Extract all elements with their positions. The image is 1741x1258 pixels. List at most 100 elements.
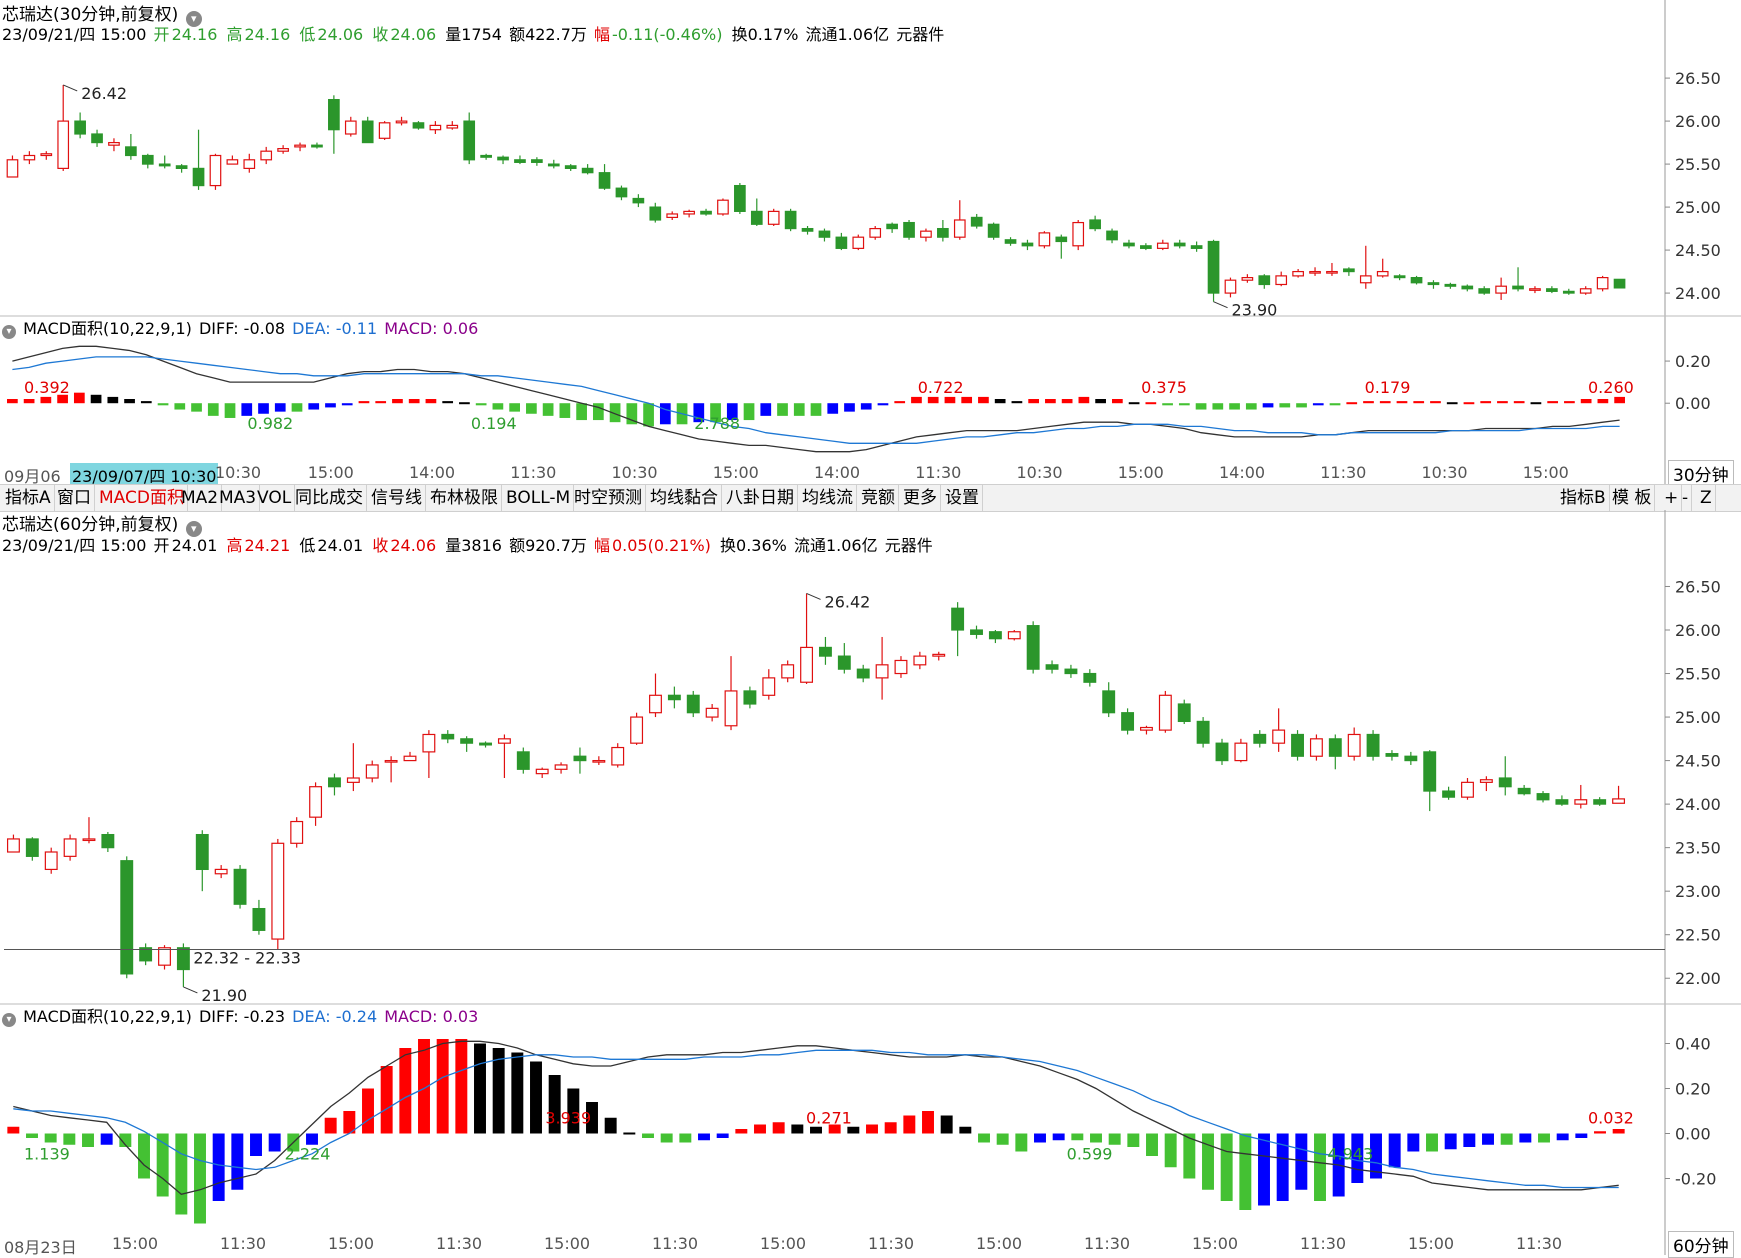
bottom-macd-value: MACD: 0.03 xyxy=(384,1007,479,1026)
bottom-candle-body xyxy=(743,690,757,705)
bottom-period-selector[interactable]: 60分钟 xyxy=(1668,1231,1734,1258)
menu-item[interactable]: BOLL-M xyxy=(503,485,575,511)
time-axis-label: 11:30 xyxy=(220,1234,267,1253)
top-low-label: 23.90 xyxy=(1232,301,1278,320)
top-candle-body xyxy=(1546,288,1558,292)
bottom-macd-bar xyxy=(138,1133,150,1179)
top-candle-body xyxy=(429,124,442,131)
top-candle-body xyxy=(869,227,882,238)
top-macd-bar xyxy=(392,399,403,404)
bottom-macd-bar xyxy=(1314,1133,1326,1201)
bottom-candle-body xyxy=(158,947,171,966)
top-candle-body xyxy=(1173,242,1186,247)
menu-item[interactable]: 设置 xyxy=(942,485,983,511)
menu-item[interactable]: 布林极限 xyxy=(427,485,502,511)
menu-item[interactable]: 更多 xyxy=(900,485,941,511)
top-macd-bar xyxy=(542,403,554,416)
bottom-candle-body xyxy=(988,631,1002,640)
top-candle-body xyxy=(920,230,932,238)
bottom-macd-tick-label: 0.20 xyxy=(1675,1080,1711,1099)
time-axis-label: 15:00 xyxy=(1117,463,1164,482)
menu-item[interactable]: 均线黏合 xyxy=(647,485,722,511)
top-dea-line xyxy=(12,356,1620,444)
time-axis-label: 11:30 xyxy=(1320,463,1367,482)
bottom-macd-toggle-icon[interactable]: ▾ xyxy=(2,1013,16,1027)
bottom-macd-bar xyxy=(1127,1133,1140,1147)
bottom-candle-body xyxy=(894,659,908,675)
menu-item[interactable]: MA2 xyxy=(178,485,223,511)
top-candle-body xyxy=(564,165,577,169)
menu-item[interactable]: 竞额 xyxy=(858,485,899,511)
bottom-macd-area-label: 1.139 xyxy=(24,1145,70,1164)
menu-item[interactable]: 时空预测 xyxy=(571,485,646,511)
top-price-tick-label: 24.00 xyxy=(1675,284,1721,303)
top-macd-bar xyxy=(592,403,604,421)
bottom-title-dropdown-icon[interactable]: ▾ xyxy=(185,521,202,537)
bottom-candle-body xyxy=(1442,790,1456,798)
top-close-label: 收 xyxy=(372,25,389,44)
top-candle-body xyxy=(344,120,357,135)
menu-item[interactable]: 同比成交 xyxy=(292,485,367,511)
bottom-macd-bar xyxy=(884,1122,897,1134)
menu-item[interactable]: VOL xyxy=(254,485,296,511)
menu-right-item[interactable]: 模 板 xyxy=(1609,485,1656,511)
time-axis-label: 11:30 xyxy=(868,1234,915,1253)
top-candle-body xyxy=(378,122,391,139)
bottom-macd-area-label: 0.032 xyxy=(1588,1109,1634,1128)
top-macd-bar xyxy=(1061,399,1073,404)
menu-item[interactable]: 指标A xyxy=(2,485,55,511)
bottom-macd-bar xyxy=(940,1115,953,1134)
top-candle-body xyxy=(277,148,289,152)
top-macd-bar xyxy=(1112,399,1123,404)
bottom-macd-bar xyxy=(63,1133,76,1145)
top-macd-toggle-icon[interactable]: ▾ xyxy=(2,325,16,339)
top-macd-bar xyxy=(1296,403,1307,408)
top-macd-bar xyxy=(291,403,303,412)
bottom-macd-bar xyxy=(996,1133,1009,1145)
top-candle-body xyxy=(412,122,425,129)
bottom-candle-body xyxy=(214,868,228,875)
top-macd-bar xyxy=(911,396,922,404)
indicator-menu-bar: 指标A 窗口 MACD面积 MA2 MA3 VOL 同比成交 信号线 布林极限 BOLL-M 时空预… xyxy=(0,484,1741,512)
menu-item[interactable]: 均线流 xyxy=(799,485,857,511)
bottom-candle-body xyxy=(781,664,795,679)
top-candle-body xyxy=(750,210,763,225)
bottom-candle-body xyxy=(856,668,870,679)
top-candle-body xyxy=(328,98,340,131)
bottom-macd-bar xyxy=(156,1133,169,1197)
menu-right-item[interactable]: Z xyxy=(1697,485,1716,511)
top-candle-body xyxy=(497,156,509,161)
bottom-candle-body xyxy=(479,742,492,746)
top-macd-bar xyxy=(693,403,705,423)
top-macd-bar xyxy=(358,401,370,404)
top-open-label: 开 xyxy=(153,25,170,44)
menu-item[interactable]: 窗口 xyxy=(54,485,95,511)
top-candle-body xyxy=(1393,275,1406,279)
top-candle-body xyxy=(666,213,679,219)
bottom-macd-bar xyxy=(119,1133,132,1147)
menu-right-item[interactable]: 指标B xyxy=(1557,485,1610,511)
menu-item[interactable]: 八卦日期 xyxy=(723,485,798,511)
menu-item[interactable]: MACD面积 xyxy=(96,485,188,511)
bottom-macd-bar xyxy=(343,1111,356,1134)
bottom-price-tick-label: 26.50 xyxy=(1675,577,1721,596)
bottom-macd-bar xyxy=(1519,1133,1532,1143)
top-macd-value: MACD: 0.06 xyxy=(384,319,479,338)
bottom-high-label: 高 xyxy=(226,536,243,555)
time-axis-label: 10:30 xyxy=(215,463,262,482)
menu-right-item[interactable]: + xyxy=(1661,485,1683,511)
bottom-price-tick-label: 23.00 xyxy=(1675,882,1721,901)
bottom-high-marker xyxy=(806,592,821,600)
menu-right-item[interactable]: - xyxy=(1679,485,1693,511)
time-axis-label: 10:30 xyxy=(1016,463,1063,482)
top-candle-body xyxy=(852,236,865,249)
menu-item[interactable]: MA3 xyxy=(216,485,261,511)
top-title-dropdown-icon[interactable]: ▾ xyxy=(185,11,202,27)
bottom-price-tick-label: 26.00 xyxy=(1675,621,1721,640)
top-macd-bar xyxy=(1564,401,1575,404)
menu-item[interactable]: 信号线 xyxy=(368,485,426,511)
top-low-marker xyxy=(1213,301,1228,309)
top-chart-svg[interactable]: 26.50 26.00 25.50 25.00 24.50 24.00 26.42 23.90… xyxy=(0,0,1741,484)
bottom-macd-bar xyxy=(474,1043,486,1134)
